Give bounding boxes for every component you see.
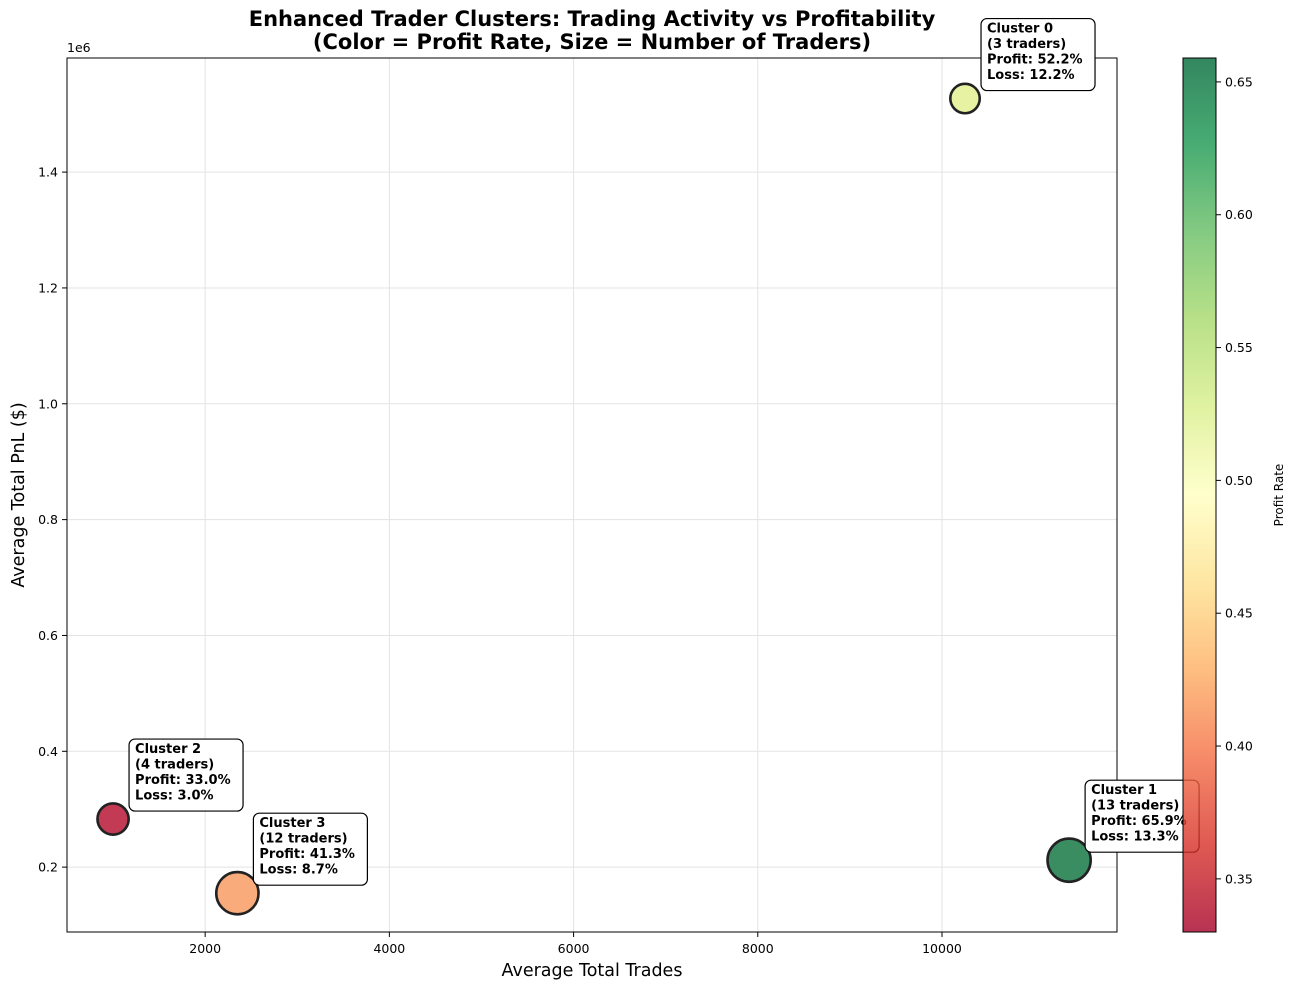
cluster-1-point	[1046, 837, 1093, 884]
y-tick-label: 1.0	[38, 396, 58, 411]
colorbar-label: Profit Rate	[1272, 464, 1286, 527]
x-axis-label: Average Total Trades	[502, 961, 683, 981]
y-axis-label: Average Total PnL ($)	[9, 402, 29, 587]
plot-frame	[66, 57, 1118, 933]
x-tick-label: 10000	[922, 941, 962, 956]
x-tick-label: 8000	[742, 941, 774, 956]
annotation-text: (4 traders)	[135, 758, 214, 773]
y-tick-label: 1.2	[38, 280, 58, 295]
axes: 2000 4000 6000 8000 10000 0.2 0.4 0.6 0.8 1.0 1.2 1…	[38, 57, 1118, 956]
annotation-text: (3 traders)	[987, 37, 1066, 52]
cluster-2-annotation: Cluster 2(4 traders)Profit: 33.0%Loss: 3…	[128, 738, 244, 812]
data-points	[96, 82, 1093, 916]
x-tick-label: 4000	[373, 941, 405, 956]
annotation-text: (12 traders)	[259, 832, 347, 847]
colorbar-tick-label: 0.60	[1225, 207, 1253, 222]
annotation-text: (13 traders)	[1091, 799, 1179, 814]
annotation-box	[252, 812, 368, 886]
cluster-3-annotation: Cluster 3(12 traders)Profit: 41.3%Loss: …	[252, 812, 368, 886]
annotation-text: Loss: 8.7%	[259, 863, 337, 878]
colorbar-tick-label: 0.50	[1225, 473, 1253, 488]
colorbar-tick-label: 0.40	[1225, 739, 1253, 754]
colorbar-tick-label: 0.45	[1225, 606, 1253, 621]
cluster-0-point	[949, 82, 982, 115]
annotation-text: Loss: 3.0%	[135, 789, 213, 804]
x-tick-label: 6000	[558, 941, 590, 956]
annotations: Cluster 0(3 traders)Profit: 52.2%Loss: 1…	[128, 17, 1200, 886]
cluster-0-annotation: Cluster 0(3 traders)Profit: 52.2%Loss: 1…	[980, 17, 1096, 92]
colorbar-gradient	[1183, 58, 1216, 932]
y-tick-label: 0.2	[38, 860, 58, 875]
annotation-text: Profit: 33.0%	[135, 773, 231, 788]
cluster-1-annotation: Cluster 1(13 traders)Profit: 65.9%Loss: …	[1084, 779, 1200, 853]
y-tick-label: 0.4	[38, 744, 58, 759]
colorbar-tick-label: 0.35	[1225, 871, 1253, 886]
colorbar: 0.35 0.40 0.45 0.50 0.55 0.60 0.65	[1182, 57, 1253, 933]
colorbar-frame	[1182, 57, 1217, 933]
annotation-box	[128, 738, 244, 812]
colorbar-tick-label: 0.65	[1225, 74, 1253, 89]
annotation-text: Cluster 1	[1091, 783, 1157, 798]
y-axis-offset-label: 1e6	[67, 40, 91, 55]
chart-title: Enhanced Trader Clusters: Trading Activi…	[249, 7, 936, 31]
x-tick-label: 2000	[189, 941, 221, 956]
cluster-2-point	[96, 802, 130, 836]
annotation-text: Loss: 13.3%	[1091, 830, 1179, 845]
y-tick-label: 1.4	[38, 165, 58, 180]
annotation-text: Loss: 12.2%	[987, 68, 1075, 83]
annotation-text: Profit: 52.2%	[987, 53, 1083, 68]
colorbar-tick-label: 0.55	[1225, 340, 1253, 355]
y-tick-label: 0.8	[38, 512, 58, 527]
annotation-box	[980, 17, 1096, 92]
annotation-text: Profit: 41.3%	[259, 847, 355, 862]
y-tick-label: 0.6	[38, 628, 58, 643]
cluster-3-point	[214, 870, 260, 916]
annotation-text: Cluster 2	[135, 742, 201, 757]
annotation-text: Cluster 0	[987, 22, 1053, 37]
annotation-text: Profit: 65.9%	[1091, 814, 1187, 829]
annotation-text: Cluster 3	[259, 816, 325, 831]
chart-subtitle: (Color = Profit Rate, Size = Number of T…	[313, 30, 871, 54]
